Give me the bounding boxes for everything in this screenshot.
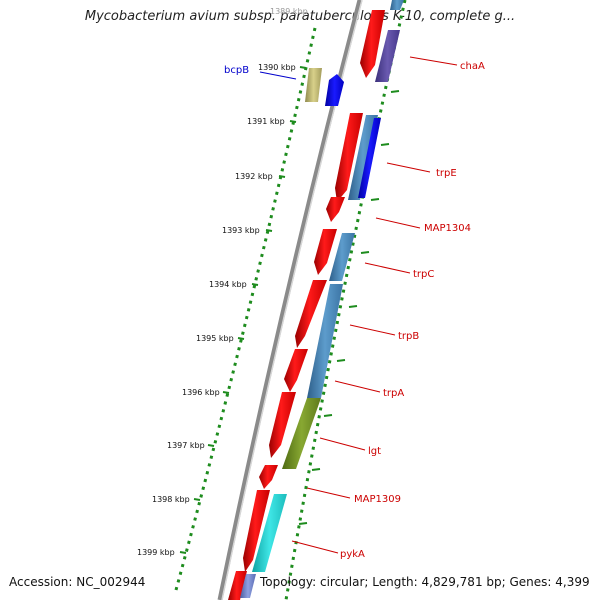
ruler-label: 1389 kbp <box>270 7 308 16</box>
gene-arrow-trpE <box>335 113 363 202</box>
gene-bar-trpE-blue <box>358 118 381 198</box>
gene-labels: bcpB chaA trpE MAP1304 trpC trpB trpA lg… <box>224 61 485 560</box>
gene-arrow-chaA <box>360 10 385 78</box>
forward-strand-genes <box>228 10 385 600</box>
gene-bar-trpB <box>307 284 343 398</box>
gene-arrow-bottom <box>228 571 247 600</box>
gene-label-bcpB[interactable]: bcpB <box>224 65 249 76</box>
gene-label-chaA[interactable]: chaA <box>460 61 485 72</box>
gc-content-track <box>174 27 317 591</box>
label-leaders <box>259 56 458 554</box>
gene-bar-chaA <box>390 0 404 10</box>
map-title: Mycobacterium avium subsp. paratuberculo… <box>84 9 516 24</box>
ruler-label: 1392 kbp <box>235 172 273 181</box>
ruler-label: 1394 kbp <box>209 280 247 289</box>
gene-label-pykA[interactable]: pykA <box>340 549 365 560</box>
ruler-label: 1390 kbp <box>258 63 296 72</box>
gene-label-trpA[interactable]: trpA <box>383 388 404 399</box>
gene-arrow-trpC <box>314 229 337 275</box>
gene-arrow-MAP1304 <box>326 197 345 222</box>
ruler-label: 1398 kbp <box>152 495 190 504</box>
gene-arrow-trpB <box>295 280 327 348</box>
ruler-labels: 1389 kbp 1390 kbp 1391 kbp 1392 kbp 1393… <box>137 7 308 557</box>
ruler-label: 1391 kbp <box>247 117 285 126</box>
tick-marks-right <box>298 90 400 525</box>
gene-arrow-pykA <box>243 490 270 572</box>
gene-label-MAP1304[interactable]: MAP1304 <box>424 223 471 234</box>
gene-bar-bcpB-khaki <box>305 68 322 102</box>
ruler-label: 1395 kbp <box>196 334 234 343</box>
ruler-label: 1393 kbp <box>222 226 260 235</box>
tick-marks-left <box>179 66 307 554</box>
gene-arrow-lgt <box>269 392 296 458</box>
gene-bar-trpC <box>329 233 355 281</box>
ruler-label: 1397 kbp <box>167 441 205 450</box>
gene-bar-pykA <box>252 494 287 572</box>
gene-label-trpE[interactable]: trpE <box>436 168 457 179</box>
gene-arrow-trpA <box>284 349 308 392</box>
gene-bar-trpA-olive <box>282 398 321 469</box>
gene-label-trpB[interactable]: trpB <box>398 331 419 342</box>
gene-label-lgt[interactable]: lgt <box>368 446 381 457</box>
gene-bar-chaA-purple <box>375 30 400 82</box>
gene-label-trpC[interactable]: trpC <box>413 269 434 280</box>
accession-text: Accession: NC_002944 <box>9 575 146 589</box>
gc-skew-track <box>284 0 407 600</box>
gene-arrow-bcpB-blue <box>325 74 344 106</box>
gene-label-MAP1309[interactable]: MAP1309 <box>354 494 401 505</box>
ruler-label: 1396 kbp <box>182 388 220 397</box>
ruler-label: 1399 kbp <box>137 548 175 557</box>
topology-text: Topology: circular; Length: 4,829,781 bp… <box>260 575 590 589</box>
gene-bar-bottom <box>240 574 256 598</box>
reverse-strand-genes <box>240 0 404 598</box>
gene-arrow-MAP1309 <box>259 465 278 489</box>
